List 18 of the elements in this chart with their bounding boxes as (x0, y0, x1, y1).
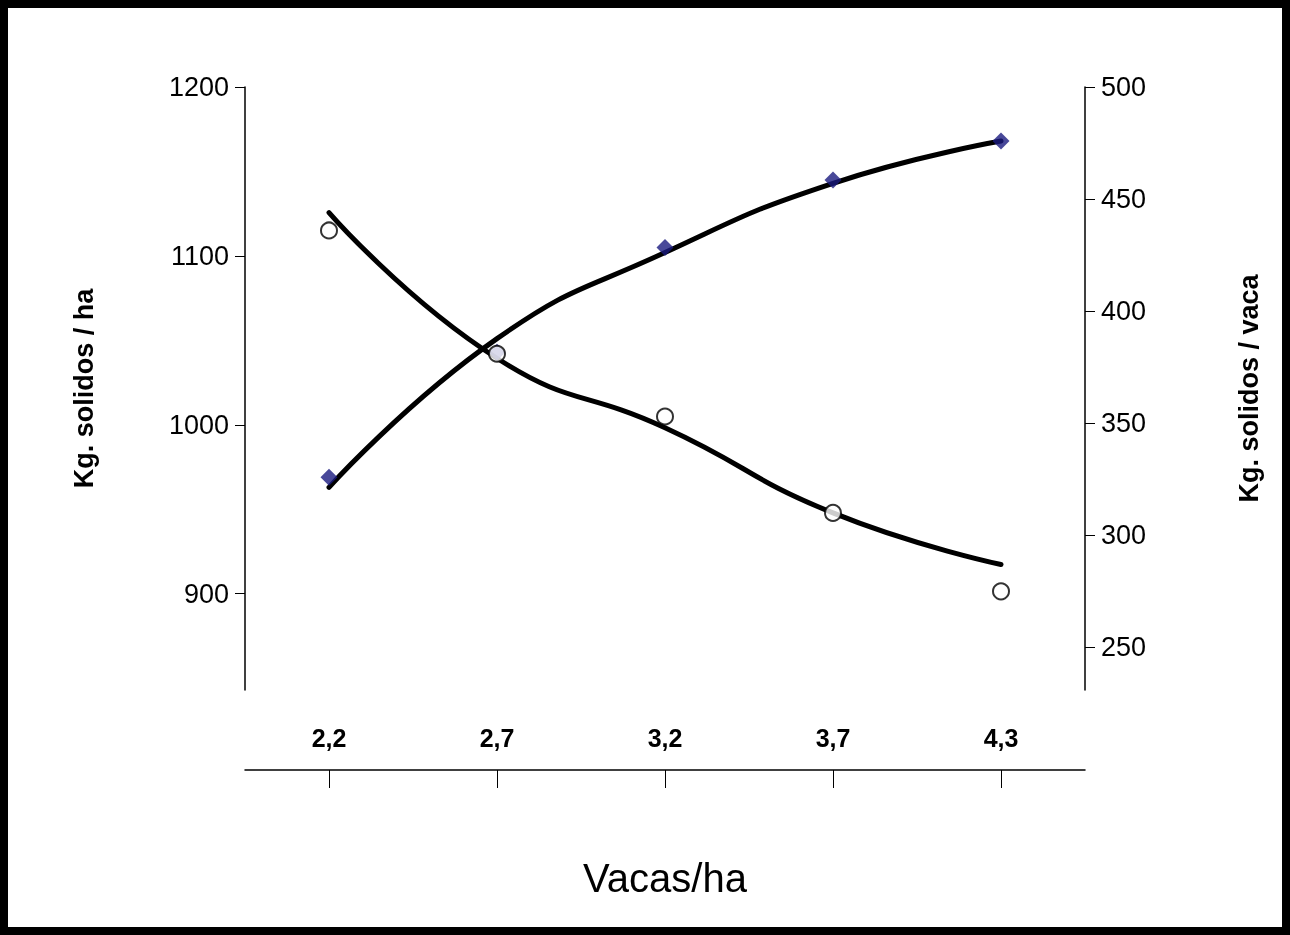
x-tick-label: 2,2 (311, 723, 347, 752)
x-tick-label: 4,3 (983, 723, 1019, 752)
y2-axis-title: Kg. solidos / vaca (1233, 273, 1264, 503)
y-tick-label: 1000 (168, 409, 229, 440)
x-axis-title: Vacas/ha (583, 856, 748, 900)
y-tick-label: 1100 (170, 240, 229, 271)
y-axis-title: Kg. solidos / ha (68, 287, 99, 489)
y2-tick-label: 250 (1101, 632, 1147, 663)
y2-tick-label: 500 (1101, 72, 1147, 102)
y2-tick-label: 450 (1101, 184, 1147, 215)
y-tick-label: 900 (183, 578, 229, 609)
x-tick-label: 2,7 (479, 723, 515, 752)
x-tick-label: 3,7 (815, 723, 851, 752)
y2-tick-label: 400 (1101, 296, 1147, 327)
y-tick-label: 1200 (168, 72, 229, 102)
y2-tick-label: 350 (1101, 408, 1147, 439)
y2-tick-label: 300 (1101, 520, 1147, 551)
x-tick-label: 3,2 (647, 723, 683, 752)
